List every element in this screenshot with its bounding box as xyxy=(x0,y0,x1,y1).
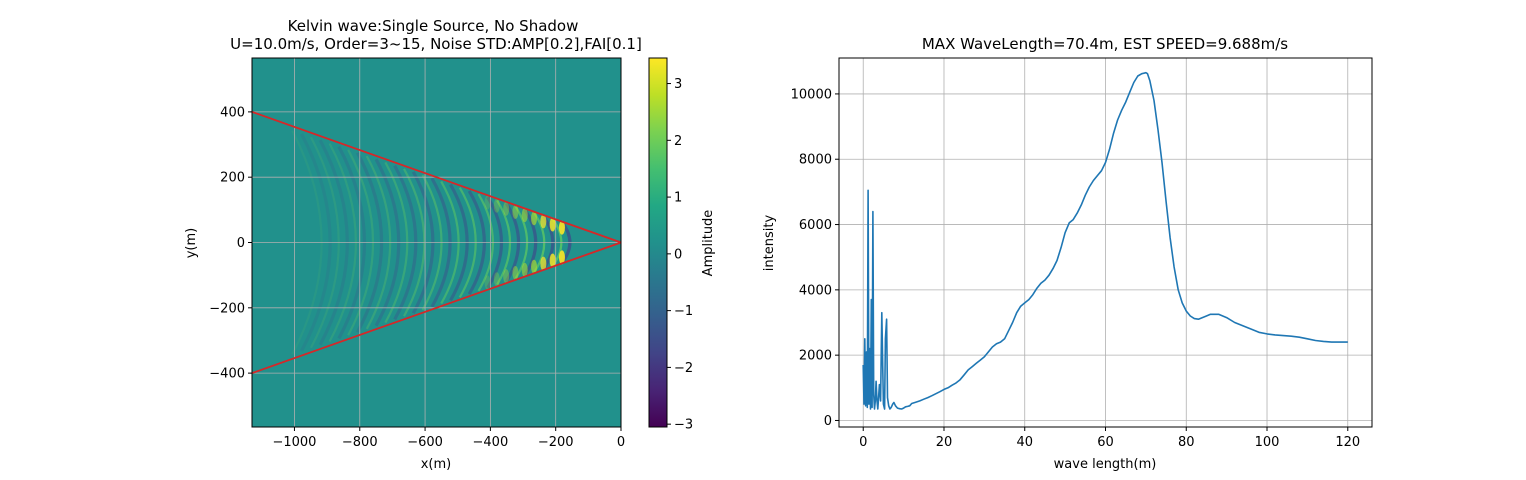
colorbar-gradient xyxy=(648,57,668,428)
heatmap-x-tick-label: 0 xyxy=(617,435,625,450)
heatmap-y-axis-label: y(m) xyxy=(184,228,199,259)
colorbar-tick-label: −1 xyxy=(674,304,693,319)
colorbar-tick-label: −3 xyxy=(674,418,693,433)
wave-highlight xyxy=(540,256,547,271)
heatmap-y-ticks: 400 200 0 −200 −400 xyxy=(209,105,252,382)
wave-highlight xyxy=(484,275,491,290)
colorbar-label: Amplitude xyxy=(701,210,716,277)
heatmap-x-tick-label: −400 xyxy=(473,435,509,450)
spectrum-y-tick-label: 2000 xyxy=(799,349,832,364)
spectrum-y-axis-label: intensity xyxy=(762,215,777,272)
colorbar-tick-label: 1 xyxy=(674,191,682,206)
heatmap-y-tick-label: −200 xyxy=(209,301,245,316)
wave-highlight xyxy=(503,201,510,216)
wave-highlight xyxy=(493,198,500,213)
heatmap-title-line1: Kelvin wave:Single Source, No Shadow xyxy=(288,17,579,35)
spectrum-y-tick-label: 0 xyxy=(824,414,832,429)
wave-highlight xyxy=(540,214,547,229)
spectrum-y-tick-label: 10000 xyxy=(791,87,832,102)
wave-highlight xyxy=(512,204,519,219)
spectrum-x-tick-label: 20 xyxy=(936,435,953,450)
heatmap-y-tick-label: 400 xyxy=(220,105,245,120)
wedge-line-lower xyxy=(252,241,621,374)
wave-highlight xyxy=(484,195,491,210)
heatmap-title-line2: U=10.0m/s, Order=3~15, Noise STD:AMP[0.2… xyxy=(230,35,642,53)
kelvin-wedge-lines xyxy=(252,111,621,374)
wave-highlight xyxy=(531,259,538,274)
spectrum-x-tick-label: 60 xyxy=(1097,435,1114,450)
spectrum-x-tick-label: 100 xyxy=(1255,435,1280,450)
heatmap-x-tick-label: −1000 xyxy=(272,435,316,450)
spectrum-series-line xyxy=(862,71,1348,410)
wave-highlight xyxy=(549,253,556,268)
spectrum-panel: MAX WaveLength=70.4m, EST SPEED=9.688m/s… xyxy=(762,35,1373,472)
wave-highlight xyxy=(549,217,556,232)
colorbar-tick-label: −2 xyxy=(674,361,693,376)
spectrum-x-axis-label: wave length(m) xyxy=(1054,457,1157,472)
wave-highlight xyxy=(512,266,519,281)
spectrum-x-tick-label: 120 xyxy=(1335,435,1360,450)
wave-highlight xyxy=(503,269,510,284)
colorbar-ticks: 3 2 1 0 −1 −2 −3 xyxy=(667,77,693,433)
spectrum-y-tick-label: 8000 xyxy=(799,153,832,168)
colorbar-tick-label: 2 xyxy=(674,134,682,149)
wave-highlight xyxy=(558,220,565,235)
colorbar: 3 2 1 0 −1 −2 −3 Amplitude xyxy=(648,57,716,433)
heatmap-y-tick-label: 0 xyxy=(237,236,245,251)
spectrum-x-tick-label: 0 xyxy=(859,435,867,450)
heatmap-x-ticks: −1000 −800 −600 −400 −200 0 xyxy=(272,427,625,450)
spectrum-x-ticks: 0 20 40 60 80 100 120 xyxy=(859,427,1360,450)
colorbar-tick-label: 0 xyxy=(674,247,682,262)
heatmap-y-tick-label: −400 xyxy=(209,367,245,382)
wave-highlight xyxy=(558,250,565,265)
spectrum-x-tick-label: 40 xyxy=(1016,435,1033,450)
heatmap-panel: Kelvin wave:Single Source, No Shadow U=1… xyxy=(184,17,716,472)
spectrum-title: MAX WaveLength=70.4m, EST SPEED=9.688m/s xyxy=(922,35,1288,53)
colorbar-tick-label: 3 xyxy=(674,77,682,92)
spectrum-grid xyxy=(839,58,1372,427)
spectrum-y-ticks: 0 2000 4000 6000 8000 10000 xyxy=(791,87,839,429)
heatmap-grid xyxy=(252,58,621,427)
heatmap-x-axis-label: x(m) xyxy=(421,457,452,472)
wave-highlight xyxy=(493,272,500,287)
wave-highlight xyxy=(521,208,528,223)
heatmap-y-tick-label: 200 xyxy=(220,171,245,186)
heatmap-x-tick-label: −800 xyxy=(342,435,378,450)
wave-highlight xyxy=(521,262,528,277)
spectrum-y-tick-label: 6000 xyxy=(799,218,832,233)
spectrum-y-tick-label: 4000 xyxy=(799,283,832,298)
heatmap-x-tick-label: −200 xyxy=(538,435,574,450)
heatmap-x-tick-label: −600 xyxy=(407,435,443,450)
wedge-line-upper xyxy=(252,111,621,244)
spectrum-x-tick-label: 80 xyxy=(1178,435,1195,450)
wave-highlight xyxy=(531,211,538,226)
